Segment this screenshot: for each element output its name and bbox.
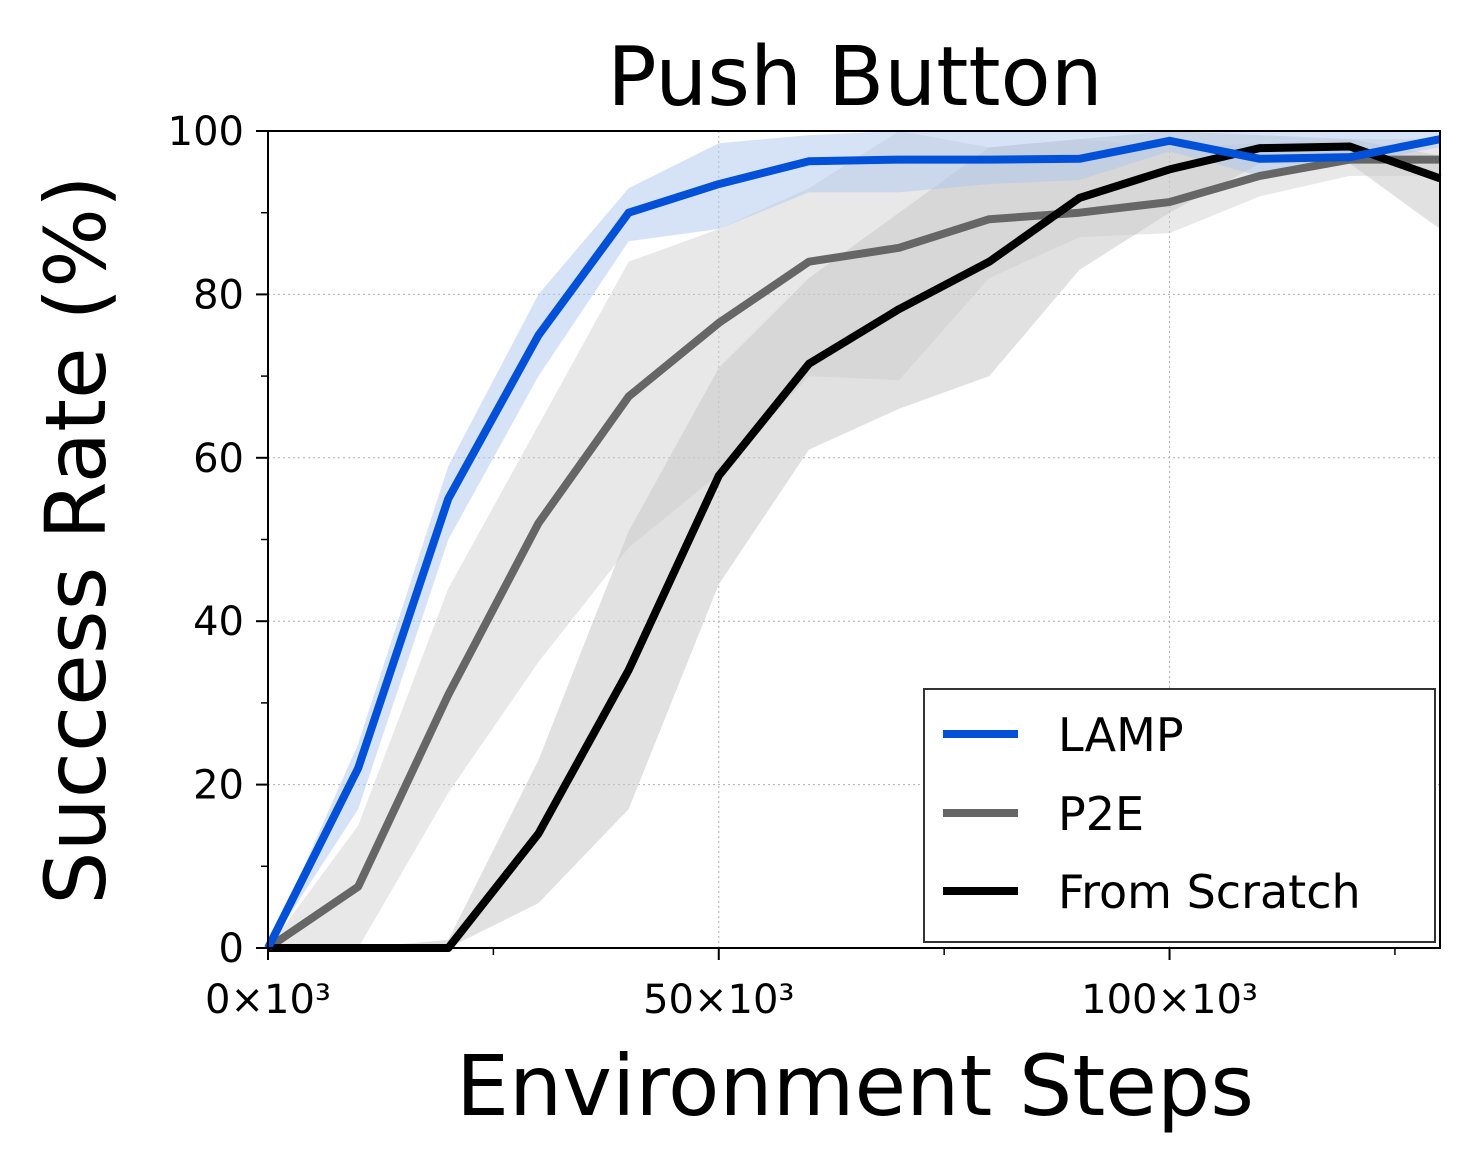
legend-label-p2e: P2E bbox=[1058, 787, 1144, 841]
legend: LAMP P2E From Scratch bbox=[923, 688, 1436, 943]
band-p2e bbox=[268, 131, 1440, 948]
series-line-from-scratch bbox=[268, 142, 1442, 952]
series-line-lamp bbox=[264, 135, 1441, 950]
y-tick-label-80: 80 bbox=[193, 272, 244, 318]
y-tick-label-100: 100 bbox=[168, 109, 244, 155]
y-tick-label-0: 0 bbox=[219, 926, 244, 972]
x-tick-label-100000: 100×10³ bbox=[1081, 977, 1258, 1023]
x-tick-label-50000: 50×10³ bbox=[643, 977, 794, 1023]
x-axis-title: Environment Steps bbox=[456, 1037, 1254, 1135]
legend-label-from-scratch: From Scratch bbox=[1058, 865, 1361, 919]
chart-title: Push Button bbox=[607, 30, 1102, 125]
series-line-p2e bbox=[265, 155, 1440, 952]
y-tick-label-40: 40 bbox=[193, 599, 244, 645]
band-from-scratch bbox=[268, 131, 1440, 948]
confidence-bands bbox=[268, 131, 1440, 948]
y-tick-label-60: 60 bbox=[193, 436, 244, 482]
y-axis-title: Success Rate (%) bbox=[27, 175, 125, 905]
series-lines bbox=[264, 135, 1442, 952]
y-tick-label-20: 20 bbox=[193, 763, 244, 809]
legend-label-lamp: LAMP bbox=[1058, 708, 1184, 762]
x-tick-label-0: 0×10³ bbox=[205, 977, 331, 1023]
tick-labels: 0 20 40 60 80 100 0×10³ 50×10³ 100×10³ bbox=[168, 109, 1258, 1023]
axis-ticks bbox=[256, 130, 1396, 960]
band-lamp bbox=[268, 131, 1440, 948]
